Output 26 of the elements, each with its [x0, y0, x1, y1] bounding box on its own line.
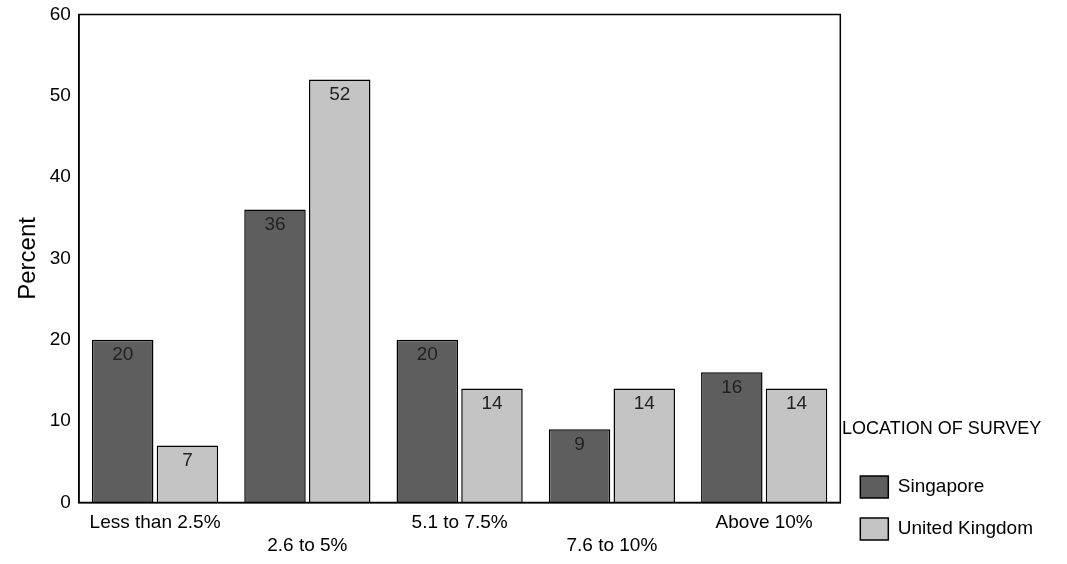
y-tick-label: 40 [49, 165, 71, 187]
data-label: 14 [481, 392, 503, 414]
x-tick-label: 2.6 to 5% [267, 533, 348, 555]
x-tick-label: 5.1 to 7.5% [411, 511, 508, 533]
data-label: 20 [416, 343, 438, 365]
y-tick-label: 50 [49, 83, 71, 105]
x-tick-label: Above 10% [715, 511, 813, 533]
data-label: 16 [721, 376, 743, 397]
y-tick-label: 10 [49, 409, 71, 431]
legend-label: Singapore [897, 475, 985, 497]
legend-label: United Kingdom [897, 517, 1034, 539]
data-label: 14 [785, 392, 808, 414]
data-label: 9 [574, 432, 585, 454]
y-tick-label: 30 [49, 246, 71, 268]
data-label: 7 [182, 449, 193, 471]
y-tick-label: 60 [49, 2, 71, 24]
data-label: 36 [264, 213, 286, 235]
x-tick-label: Less than 2.5% [89, 511, 221, 533]
legend-title: LOCATION OF SURVEY [841, 418, 1042, 439]
y-tick-label: 0 [60, 490, 71, 512]
y-axis-title: Percent [13, 216, 41, 300]
y-tick-label: 20 [49, 327, 71, 349]
data-label: 14 [633, 392, 656, 414]
x-tick-label: 7.6 to 10% [566, 533, 658, 555]
data-label: 52 [329, 83, 351, 105]
data-label: 20 [112, 343, 134, 365]
